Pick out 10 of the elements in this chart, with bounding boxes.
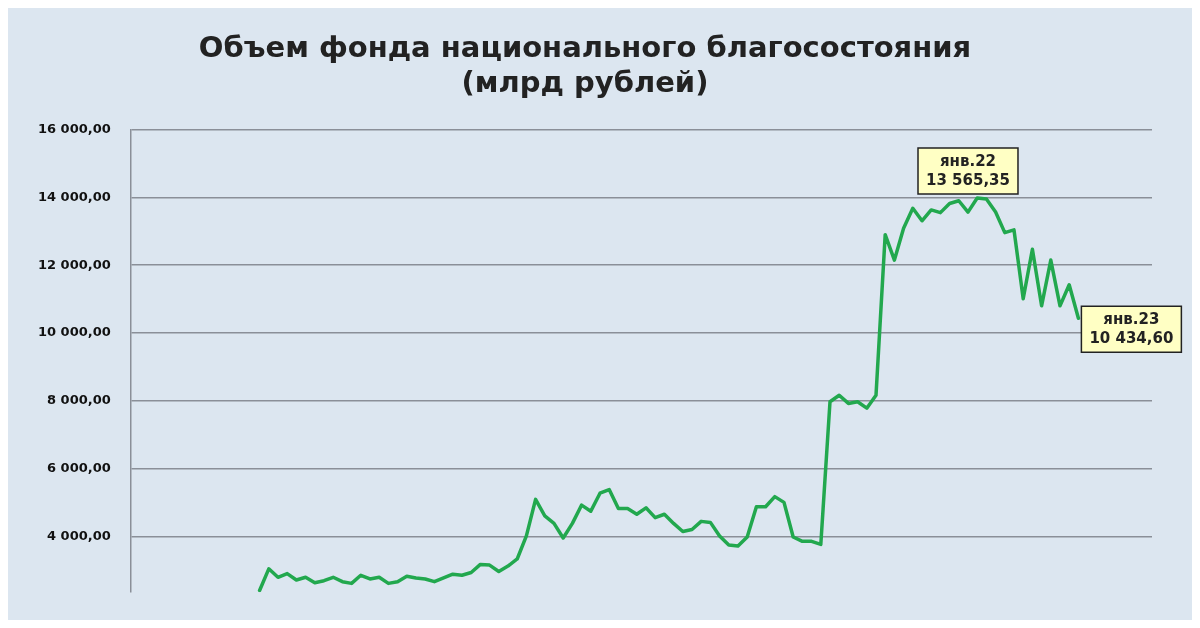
y-tick-label: 4 000,00 (47, 527, 111, 543)
y-tick-label: 16 000,00 (37, 120, 111, 136)
annotation: янв.23 10 434,60 (1089, 309, 1174, 347)
chart-title: Объем фонда национального благосостояния (млрд рублей) (198, 29, 972, 99)
annotation: янв.22 13 565,35 (926, 151, 1010, 189)
y-tick-label: 6 000,00 (47, 459, 111, 475)
y-tick-label: 8 000,00 (47, 392, 111, 408)
y-tick-label: 14 000,00 (37, 188, 111, 204)
y-tick-label: 12 000,00 (37, 256, 111, 272)
y-tick-label: 10 000,00 (37, 324, 111, 340)
